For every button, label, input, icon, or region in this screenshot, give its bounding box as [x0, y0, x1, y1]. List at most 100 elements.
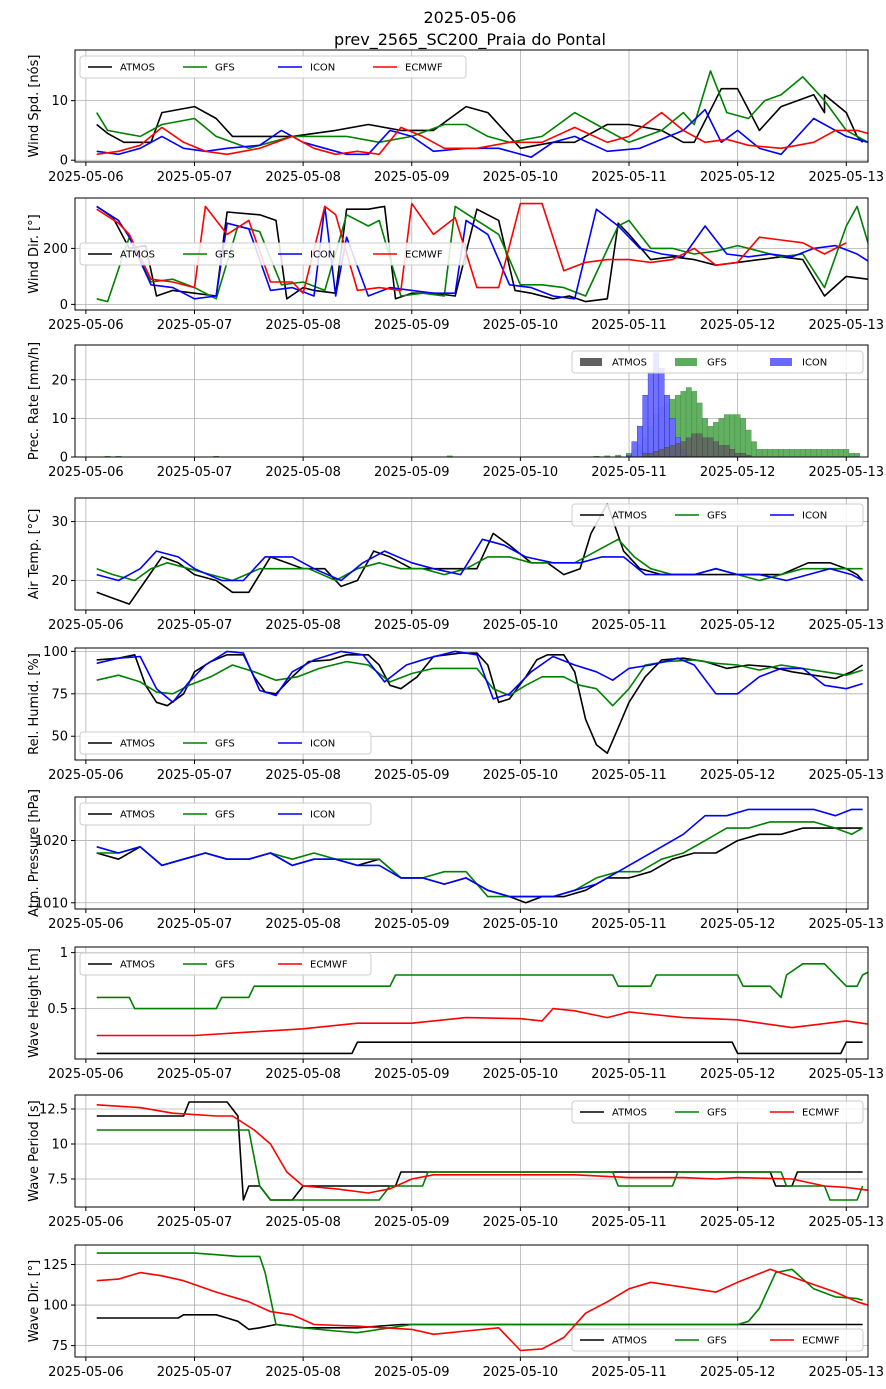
chart-title-station: prev_2565_SC200_Praia do Pontal	[334, 30, 606, 50]
x-tick-label: 2025-05-10	[483, 618, 559, 633]
y-tick-label: 20	[51, 373, 68, 388]
data-layer	[96, 503, 864, 605]
bar-gfs	[734, 414, 741, 457]
bar-icon	[637, 425, 643, 457]
legend: ATMOS GFS ECMWF	[571, 1100, 864, 1124]
legend-swatch-gfs	[675, 358, 697, 366]
x-tick-label: 2025-05-12	[700, 170, 776, 185]
y-axis-label: Wave Height [m]	[27, 948, 42, 1058]
legend: ATMOS GFS ICON	[79, 731, 372, 755]
bar-atmos	[685, 437, 692, 457]
x-tick-label: 2025-05-11	[591, 1365, 667, 1380]
x-tick-label: 2025-05-09	[374, 1067, 450, 1082]
x-tick-label: 2025-05-12	[700, 768, 776, 783]
legend-label-icon: ICON	[802, 511, 827, 522]
bar-gfs	[778, 449, 784, 457]
legend-swatch-icon	[770, 358, 792, 366]
legend-label-atmos: ATMOS	[120, 810, 155, 821]
bar-atmos	[675, 443, 681, 457]
x-tick-label: 2025-05-10	[483, 465, 559, 480]
y-axis-label: Air Temp. [°C]	[27, 509, 42, 600]
x-tick-label: 2025-05-08	[265, 1067, 341, 1082]
bar-atmos	[707, 437, 714, 457]
bar-atmos	[734, 452, 741, 457]
bar-gfs	[767, 449, 774, 457]
y-tick-label: 20	[51, 574, 68, 589]
y-tick-label: 10	[51, 1138, 68, 1153]
legend-label-ecmwf: ECMWF	[310, 960, 348, 971]
bar-gfs	[810, 449, 817, 457]
x-tick-label: 2025-05-10	[483, 917, 559, 932]
legend-label-gfs: GFS	[215, 739, 235, 750]
x-tick-label: 2025-05-09	[374, 1365, 450, 1380]
series-line-ecmwf	[96, 202, 847, 294]
x-tick-label: 2025-05-10	[483, 170, 559, 185]
y-tick-label: 10	[51, 412, 68, 427]
legend-label-gfs: GFS	[215, 63, 235, 74]
bar-atmos	[680, 441, 687, 457]
legend-label-atmos: ATMOS	[612, 358, 647, 369]
x-tick-label: 2025-05-06	[48, 318, 124, 333]
legend-box	[571, 503, 864, 527]
legend-label-atmos: ATMOS	[120, 960, 155, 971]
x-tick-label: 2025-05-08	[265, 917, 341, 932]
bar-atmos	[713, 441, 719, 457]
y-tick-label: 1	[60, 946, 68, 961]
bar-icon	[658, 368, 665, 457]
series-line-ecmwf	[96, 1007, 868, 1037]
panel-4: 20 30 2025-05-06 2025-05-07 2025-05-08 2025-0…	[27, 497, 884, 633]
x-tick-label: 2025-05-08	[265, 465, 341, 480]
x-tick-label: 2025-05-10	[483, 768, 559, 783]
series-line-atmos	[96, 827, 863, 904]
x-tick-label: 2025-05-09	[374, 170, 450, 185]
series-line-ecmwf	[96, 1268, 868, 1352]
bar-gfs	[740, 418, 746, 457]
x-tick-label: 2025-05-09	[374, 917, 450, 932]
series-line-icon	[96, 538, 863, 582]
bar-gfs	[805, 449, 812, 457]
plot-frame	[74, 497, 869, 611]
legend: ATMOS GFS ICON	[571, 350, 864, 374]
y-axis-label: Rel. Humid. [%]	[27, 653, 42, 755]
bar-atmos	[691, 433, 698, 457]
x-tick-label: 2025-05-12	[700, 318, 776, 333]
plot-frame	[74, 796, 869, 910]
panels: 0 10 2025-05-06 2025-05-07 2025-05-08 2025-05…	[27, 49, 884, 1380]
y-tick-label: 0	[60, 451, 68, 466]
bar-gfs	[848, 452, 855, 457]
legend-label-gfs: GFS	[707, 1108, 727, 1119]
y-axis-label: Wave Dir. [°]	[27, 1260, 42, 1343]
data-layer	[96, 202, 868, 303]
bar-atmos	[653, 451, 660, 457]
bar-icon	[647, 371, 654, 457]
x-tick-label: 2025-05-12	[700, 618, 776, 633]
bar-gfs	[827, 449, 833, 457]
x-tick-label: 2025-05-10	[483, 1067, 559, 1082]
y-tick-label: 100	[43, 645, 68, 660]
series-line-gfs	[96, 1252, 863, 1334]
bar-atmos	[718, 445, 725, 457]
x-tick-label: 2025-05-07	[157, 618, 233, 633]
data-layer	[96, 1252, 868, 1352]
x-tick-label: 2025-05-12	[700, 465, 776, 480]
x-tick-label: 2025-05-06	[48, 1215, 124, 1230]
bar-gfs	[832, 449, 839, 457]
legend-label-icon: ICON	[310, 810, 335, 821]
legend-box	[79, 242, 467, 266]
bar-atmos	[729, 449, 736, 457]
x-tick-label: 2025-05-07	[157, 170, 233, 185]
legend: ATMOS GFS ICON	[571, 503, 864, 527]
legend-box	[79, 952, 372, 976]
legend: ATMOS GFS ICON ECMWF	[79, 55, 467, 79]
bar-atmos	[702, 437, 708, 457]
data-layer	[96, 650, 864, 754]
x-tick-label: 2025-05-09	[374, 618, 450, 633]
bar-gfs	[837, 449, 844, 457]
panel-2: 0 200 2025-05-06 2025-05-07 2025-05-08 2025-0…	[27, 197, 884, 333]
panel-8: 7.5 10 12.5 2025-05-06 2025-05-07 2025-05-08 2…	[27, 1094, 884, 1230]
x-tick-label: 2025-05-06	[48, 618, 124, 633]
x-tick-label: 2025-05-10	[483, 1365, 559, 1380]
x-tick-label: 2025-05-13	[808, 917, 884, 932]
legend-label-ecmwf: ECMWF	[802, 1108, 840, 1119]
legend-label-atmos: ATMOS	[612, 1108, 647, 1119]
